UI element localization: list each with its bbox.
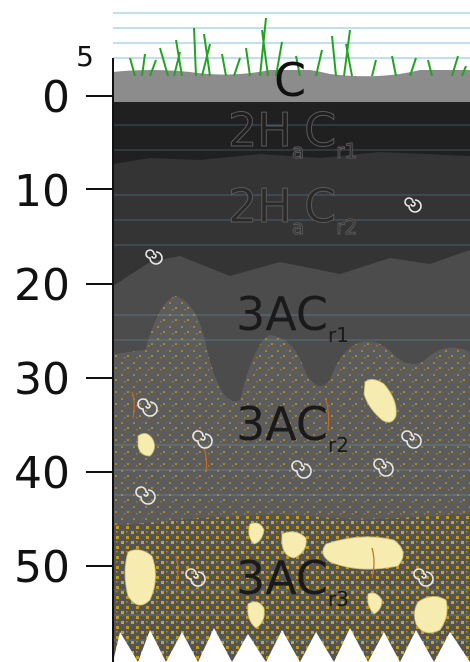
horizon-label-2hacr2: 2HaCr2: [228, 179, 357, 239]
horizon-label-3acr3: 3ACr3: [236, 551, 349, 611]
horizon-label-c: C: [274, 53, 306, 107]
depth-top-label: 5: [76, 40, 94, 73]
depth-tick-20: 20: [14, 260, 70, 311]
depth-tick-50: 50: [14, 542, 70, 593]
depth-tick-40: 40: [14, 448, 70, 499]
gravel-stones: [124, 379, 448, 634]
shell-fossils: [135, 197, 434, 587]
grass-tufts: [129, 17, 467, 77]
horizon-label-3acr1: 3ACr1: [236, 287, 349, 347]
horizon-labels: C 2HaCr1 2HaCr2 3ACr1 3ACr2 3ACr3: [228, 53, 358, 611]
depth-tick-10: 10: [14, 166, 70, 217]
root-traces: [131, 391, 375, 585]
bottom-serration: [113, 628, 470, 662]
horizon-c-layer: [113, 70, 470, 104]
sky-lines: [113, 12, 470, 59]
depth-tick-0: 0: [42, 72, 70, 123]
depth-tick-30: 30: [14, 354, 70, 405]
depth-axis: 5 0 10 20 30 40 50: [14, 40, 114, 662]
soil-layers: [113, 70, 470, 662]
horizon-label-2hacr1: 2HaCr1: [228, 103, 357, 163]
horizon-label-3acr2: 3ACr2: [236, 397, 349, 457]
